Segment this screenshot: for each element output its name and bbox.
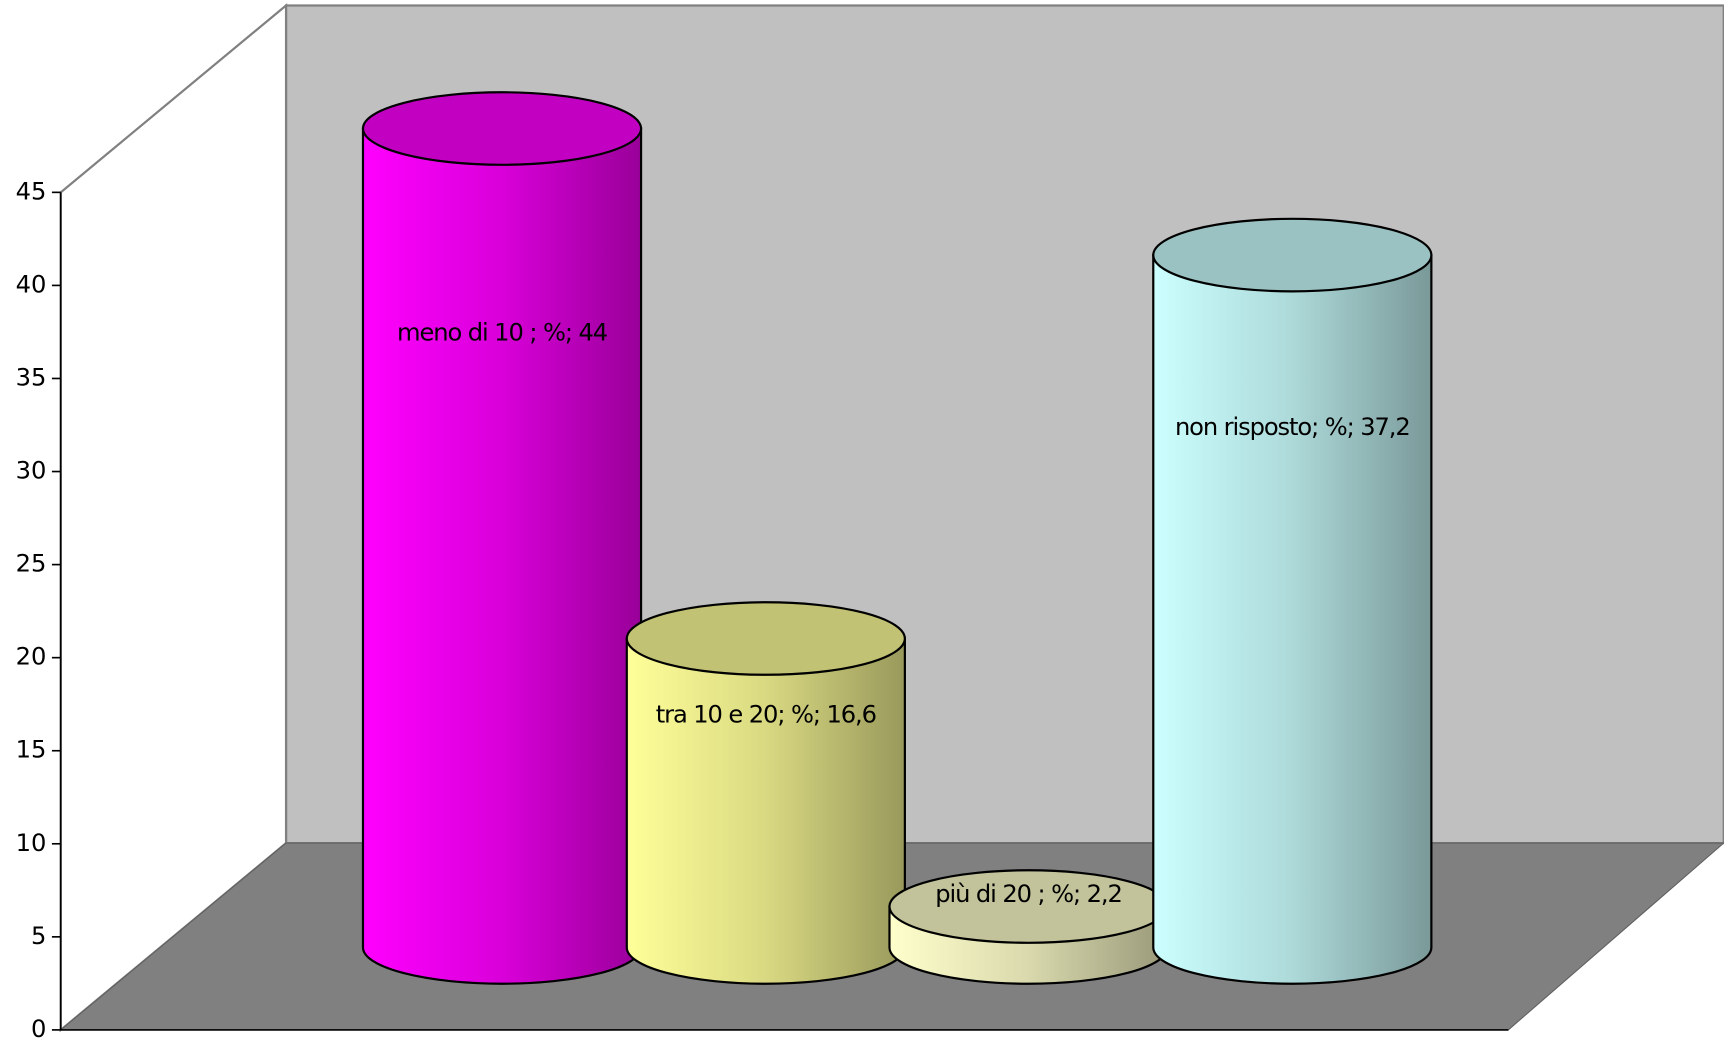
y-tick-label: 30 <box>16 457 47 485</box>
y-tick-label: 0 <box>31 1015 46 1042</box>
cylinder <box>1152 217 1433 985</box>
y-tick-label: 20 <box>16 643 47 671</box>
cylinder-body <box>625 637 906 985</box>
cylinder-body <box>1152 253 1433 985</box>
cylinder-top <box>361 91 643 166</box>
cylinder-top <box>1152 217 1433 293</box>
y-tick-label: 45 <box>16 177 47 205</box>
data-label: tra 10 e 20; %; 16,6 <box>656 701 876 729</box>
y-tick-label: 15 <box>16 736 47 764</box>
y-tick-label: 35 <box>16 363 47 391</box>
cylinder <box>888 869 1169 985</box>
y-tick-label: 10 <box>16 829 47 857</box>
y-tick-label: 40 <box>16 270 47 298</box>
data-label: meno di 10 ; %; 44 <box>397 318 608 346</box>
data-label: non risposto; %; 37,2 <box>1175 413 1410 441</box>
data-label: più di 20 ; %; 2,2 <box>935 880 1122 908</box>
cylinder-top <box>625 601 906 676</box>
cylinder <box>361 91 643 985</box>
y-tick-label: 25 <box>16 550 47 578</box>
cylinder <box>625 601 906 985</box>
cylinder-body <box>361 127 643 985</box>
y-tick-label: 5 <box>31 922 46 950</box>
